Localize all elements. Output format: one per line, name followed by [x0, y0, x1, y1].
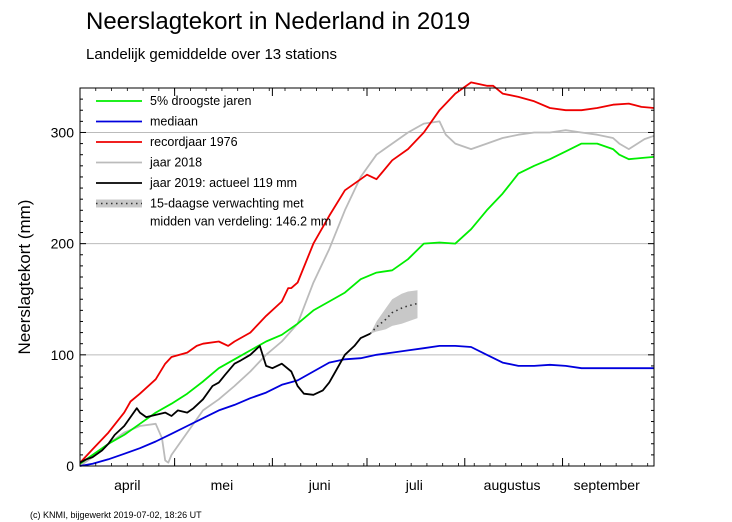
legend-label: midden van verdeling: 146.2 mm: [150, 215, 331, 229]
y-axis-title: Neerslagtekort (mm): [15, 200, 34, 355]
x-tick-label: juli: [405, 477, 423, 493]
series-line-0: [79, 142, 655, 465]
series-layer: [79, 81, 655, 467]
x-tick-label: augustus: [484, 477, 541, 493]
credit-note: (c) KNMI, bijgewerkt 2019-07-02, 18:26 U…: [30, 510, 202, 520]
legend-label: 5% droogste jaren: [150, 94, 252, 108]
forecast-band: [370, 290, 418, 334]
series-line-3: [79, 120, 655, 467]
y-tick-label: 200: [51, 236, 75, 252]
legend-swatch-band: [96, 199, 142, 208]
y-tick-label: 300: [51, 124, 75, 140]
grid-layer: [80, 131, 654, 356]
legend-label: jaar 2019: actueel 119 mm: [149, 176, 297, 190]
legend-label: mediaan: [150, 115, 198, 129]
legend-label: 15-daagse verwachting met: [150, 197, 304, 211]
series-line-4: [79, 332, 371, 464]
x-tick-label: mei: [211, 477, 234, 493]
chart-title: Neerslagtekort in Nederland in 2019: [86, 8, 471, 35]
series-line-2: [79, 81, 655, 464]
series-line-1: [79, 344, 654, 467]
series-line-5: [369, 302, 418, 335]
legend: 5% droogste jaren mediaan recordjaar 1976 j…: [96, 94, 331, 229]
tick-layer: 0 100 200 300 april mei juni juli augustus septem…: [51, 87, 655, 493]
y-tick-label: 0: [66, 458, 74, 474]
x-tick-label: juni: [308, 477, 331, 493]
x-tick-label: april: [114, 477, 140, 493]
legend-label: jaar 2018: [149, 156, 202, 170]
x-tick-label: september: [574, 477, 640, 493]
forecast-band-layer: [370, 290, 418, 334]
chart-subtitle: Landelijk gemiddelde over 13 stations: [86, 46, 337, 63]
y-tick-label: 100: [51, 347, 75, 363]
legend-label: recordjaar 1976: [150, 135, 238, 149]
